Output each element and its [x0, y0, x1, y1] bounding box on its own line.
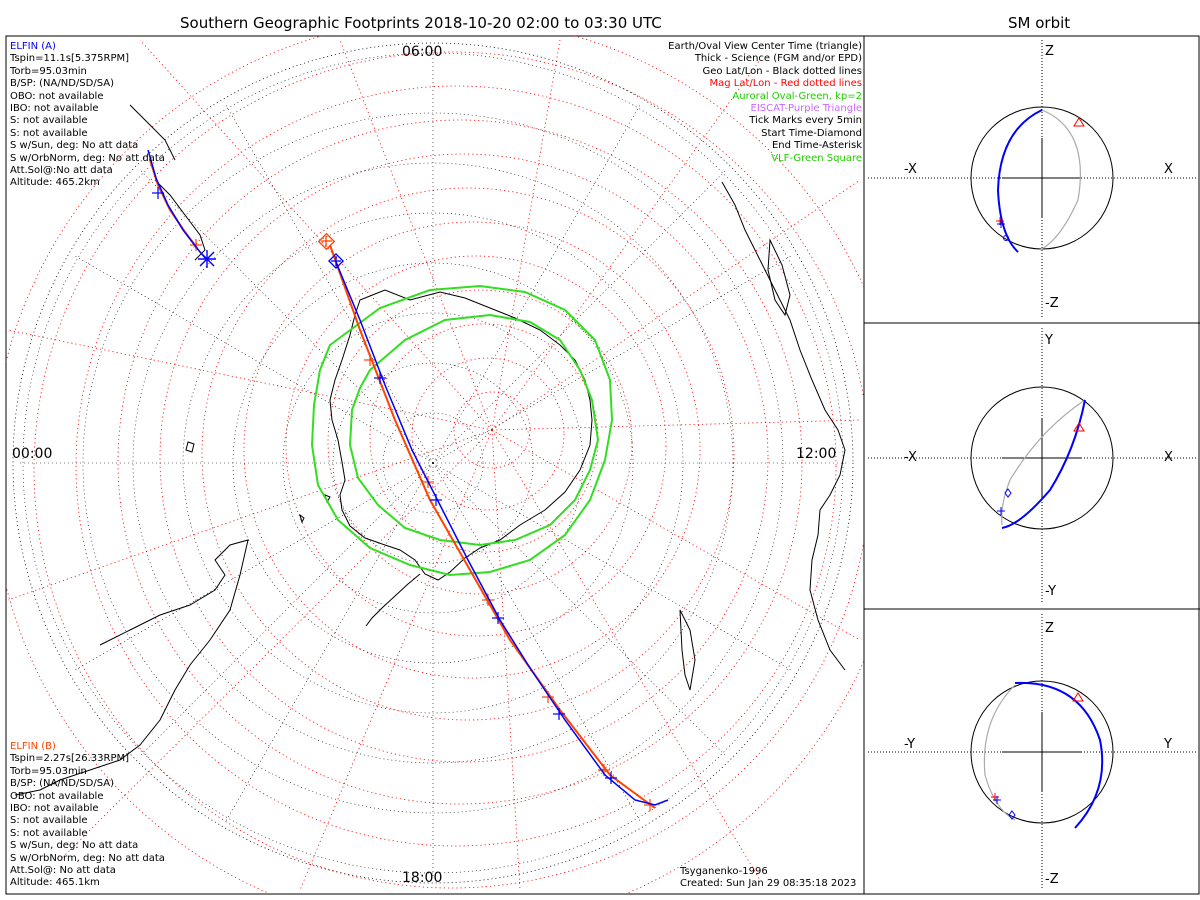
sm-panel-xz	[868, 40, 1196, 318]
sm-panel-xy	[868, 328, 1196, 604]
clock-label-right: 12:00	[796, 446, 837, 462]
auroral-ovals	[310, 284, 614, 577]
sm1-right-label: X	[1164, 162, 1173, 177]
elfin-b-name: ELFIN (B)	[10, 741, 56, 752]
island-coast-2	[299, 513, 305, 524]
sm3-top-label: Z	[1045, 621, 1054, 636]
elfin-a-line: IBO: not available	[10, 103, 99, 115]
elfin-a-line: B/SP: (NA/ND/SD/SA)	[10, 78, 114, 90]
sm-orbit-title: SM orbit	[1008, 14, 1071, 32]
auroral-oval-outer	[310, 284, 614, 577]
sm-panel-yz	[868, 614, 1196, 890]
elfin-a-ticks	[152, 187, 617, 784]
mag-latitude-circles	[6, 36, 864, 894]
earth-circle-yz	[970, 680, 1114, 824]
created-timestamp: Created: Sun Jan 29 08:35:18 2023	[680, 878, 857, 890]
sm2-left-label: -X	[904, 450, 917, 465]
elfin-b-line: Tspin=2.27s[26.33RPM]	[10, 753, 130, 765]
sm2-bottom-label: -Y	[1045, 584, 1057, 599]
clock-label-top: 06:00	[402, 44, 443, 60]
sm-panels-frame	[863, 35, 1200, 895]
elfin-b-line: OBO: not available	[10, 790, 104, 802]
elfin-b-line: S: not available	[10, 827, 88, 839]
australia-coast	[154, 179, 206, 261]
sm2-right-label: X	[1164, 450, 1173, 465]
elfin-b-line: B/SP: (NA/ND/SD/SA)	[10, 778, 114, 790]
elfin-a-line: Tspin=11.1s[5.375RPM]	[10, 53, 130, 65]
earth-circle-xy	[970, 386, 1114, 530]
elfin-a-info: ELFIN (A) Tspin=11.1s[5.375RPM] Torb=95.…	[10, 41, 165, 190]
elfin-b-ticks	[190, 239, 656, 811]
sm1-top-label: Z	[1045, 44, 1054, 59]
sm2-top-label: Y	[1045, 333, 1053, 348]
elfin-a-line: OBO: not available	[10, 90, 104, 102]
africa-coast	[721, 181, 846, 671]
elfin-b-info: ELFIN (B) Tspin=2.27s[26.33RPM] Torb=95.…	[10, 741, 165, 890]
elfin-a-track	[147, 149, 669, 806]
legend-item: Geo Lat/Lon - Black dotted lines	[702, 65, 862, 77]
sm1-left-label: -X	[904, 162, 917, 177]
south-america-coast	[14, 539, 249, 796]
coastlines	[14, 104, 846, 796]
sm3-left-label: -Y	[904, 737, 916, 752]
legend-item: EISCAT-Purple Triangle	[750, 103, 863, 115]
sm1-bottom-label: -Z	[1045, 296, 1059, 311]
orbit-back-xy	[1001, 399, 1086, 526]
elfin-a-name: ELFIN (A)	[10, 41, 56, 52]
elfin-a-line: Altitude: 465.2km	[10, 177, 100, 189]
clock-label-bottom: 18:00	[402, 870, 443, 886]
elfin-b-track-main	[329, 244, 656, 809]
elfin-a-line: S: not available	[10, 127, 88, 139]
elfin-a-line: Torb=95.03min	[10, 65, 87, 77]
orbit-front-yz	[1014, 681, 1104, 829]
legend: Earth/Oval View Center Time (triangle) T…	[668, 41, 862, 165]
elfin-b-line: Att.Sol@: No att data	[10, 865, 116, 877]
auroral-oval-inner	[348, 313, 600, 547]
legend-item: Auroral Oval-Green, kp=2	[732, 90, 862, 102]
elfin-b-line: S w/OrbNorm, deg: No att data	[10, 852, 165, 864]
legend-item: Start Time-Diamond	[761, 127, 862, 139]
legend-item: End Time-Asterisk	[771, 140, 862, 152]
orbit-front-xz	[996, 109, 1043, 253]
legend-item: VLF-Green Square	[771, 152, 862, 164]
plot-title: Southern Geographic Footprints 2018-10-2…	[180, 14, 662, 32]
earth-limb	[12, 42, 854, 884]
legend-item: Tick Marks every 5min	[749, 115, 862, 127]
elfin-a-line: S: not available	[10, 115, 88, 127]
sm3-right-label: Y	[1164, 737, 1172, 752]
legend-item: Thick - Science (FGM and/or EPD)	[694, 53, 862, 65]
elfin-b-line: Torb=95.03min	[10, 765, 87, 777]
sm3-bottom-label: -Z	[1045, 872, 1059, 887]
orbit-front-xy	[1001, 399, 1086, 529]
elfin-b-start-diamond	[317, 232, 336, 251]
madagascar-coast	[767, 238, 791, 317]
mag-longitude-lines	[7, 39, 861, 891]
elfin-a-line: Att.Sol@:No att data	[10, 165, 113, 177]
elfin-b-line: IBO: not available	[10, 803, 99, 815]
australia-west-coast	[129, 104, 176, 161]
orbit-back-yz	[983, 684, 1016, 821]
credits: Tsyganenko-1996 Created: Sun Jan 29 08:3…	[680, 866, 856, 891]
antarctic-peninsula-coast	[365, 573, 421, 627]
clock-label-left: 00:00	[12, 446, 53, 462]
legend-item: Earth/Oval View Center Time (triangle)	[668, 41, 862, 52]
elfin-a-start-diamond	[328, 253, 344, 269]
elfin-a-track-main	[335, 261, 669, 806]
elfin-b-track	[149, 159, 656, 811]
elfin-a-end-asterisk	[198, 250, 216, 268]
elfin-b-line: S w/Sun, deg: No att data	[10, 840, 139, 852]
legend-item: Mag Lat/Lon - Red dotted lines	[709, 78, 862, 90]
elfin-b-line: S: not available	[10, 815, 88, 827]
antarctica-coast	[329, 289, 593, 581]
orbit-back-xz	[1039, 109, 1081, 251]
elfin-b-line: Altitude: 465.1km	[10, 877, 100, 889]
new-zealand-coast	[679, 609, 696, 691]
elfin-a-line: S w/Sun, deg: No att data	[10, 140, 139, 152]
island-coast-1	[185, 441, 195, 453]
model-name: Tsyganenko-1996	[680, 866, 768, 877]
elfin-a-line: S w/OrbNorm, deg: No att data	[10, 152, 165, 164]
